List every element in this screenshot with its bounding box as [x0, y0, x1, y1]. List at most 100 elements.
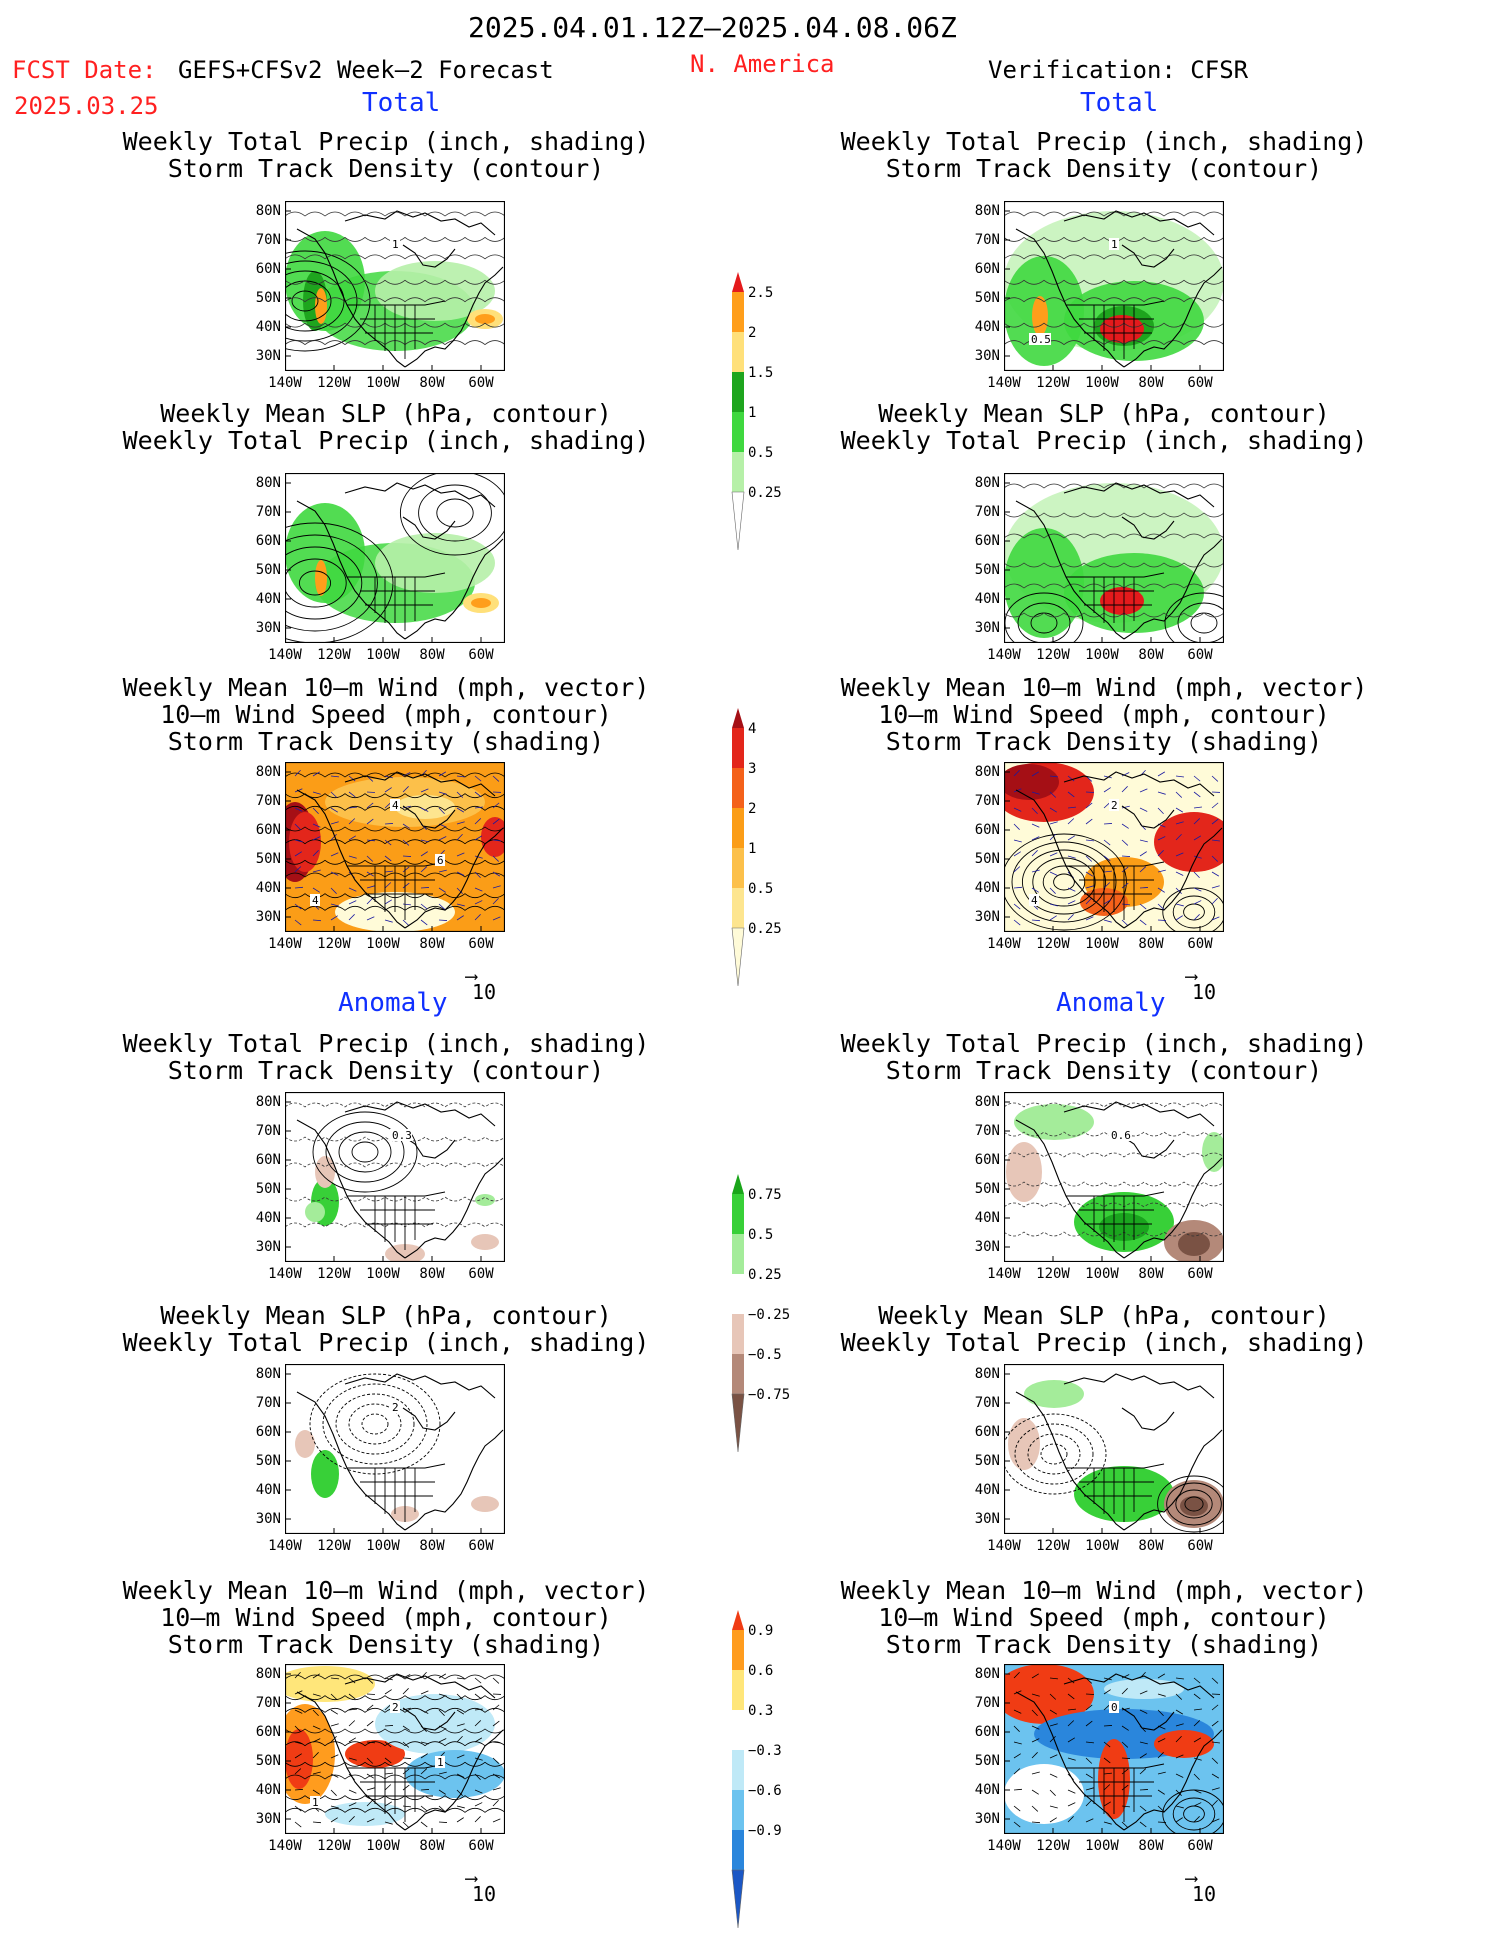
lat-tick-label: 30N	[960, 1811, 1000, 1827]
title-fc-anom-wind-2: 10–m Wind Speed (mph, contour)	[76, 1605, 696, 1630]
lon-tick-label: 140W	[260, 1266, 310, 1282]
lat-tick-label: 40N	[960, 1210, 1000, 1226]
map-canvas: 2	[285, 1364, 505, 1534]
colorbar-tick-label: 1.5	[748, 365, 773, 381]
colorbar-tick-label: −0.5	[748, 1347, 782, 1363]
lon-tick-label: 140W	[979, 1538, 1029, 1554]
lat-tick-label: 80N	[960, 475, 1000, 491]
colorbar-tick-label: 2.5	[748, 285, 773, 301]
colorbar-tick-label: 3	[748, 761, 756, 777]
lat-tick-label: 40N	[960, 880, 1000, 896]
lat-tick-label: 30N	[241, 1511, 281, 1527]
lon-tick-label: 120W	[1028, 1266, 1078, 1282]
lat-tick-label: 80N	[960, 203, 1000, 219]
colorbar-tick-label: −0.25	[748, 1307, 790, 1323]
lat-tick-label: 50N	[960, 1453, 1000, 1469]
section-anomaly-right: Anomaly	[1056, 990, 1166, 1016]
lat-tick-label: 40N	[960, 1782, 1000, 1798]
lon-tick-label: 100W	[1077, 1838, 1127, 1854]
lon-tick-label: 100W	[358, 375, 408, 391]
lon-tick-label: 140W	[260, 936, 310, 952]
verification-label: Verification: CFSR	[988, 58, 1248, 82]
lat-tick-label: 70N	[241, 1395, 281, 1411]
lat-tick-label: 50N	[960, 851, 1000, 867]
lat-tick-label: 80N	[241, 1094, 281, 1110]
region-label: N. America	[690, 52, 835, 76]
fcst-date: 2025.03.25	[14, 94, 159, 118]
lat-tick-label: 80N	[241, 1366, 281, 1382]
lon-tick-label: 60W	[456, 936, 506, 952]
title-fc-anom-precip-2: Storm Track Density (contour)	[76, 1058, 696, 1083]
lat-tick-label: 30N	[960, 348, 1000, 364]
lon-tick-label: 120W	[1028, 1538, 1078, 1554]
lat-tick-label: 60N	[960, 822, 1000, 838]
lon-tick-label: 100W	[1077, 1538, 1127, 1554]
model-label: GEFS+CFSv2 Week–2 Forecast	[178, 58, 554, 82]
lat-tick-label: 30N	[241, 1811, 281, 1827]
colorbar-canvas	[724, 1608, 764, 1932]
lat-tick-label: 80N	[960, 1366, 1000, 1382]
lat-tick-label: 60N	[241, 1724, 281, 1740]
lat-tick-label: 30N	[241, 620, 281, 636]
lat-tick-label: 50N	[241, 1753, 281, 1769]
lon-tick-label: 80W	[1126, 1538, 1176, 1554]
title-fc-anom-slp-1: Weekly Mean SLP (hPa, contour)	[76, 1303, 696, 1328]
lon-tick-label: 100W	[1077, 936, 1127, 952]
lat-tick-label: 40N	[241, 591, 281, 607]
lon-tick-label: 60W	[456, 1266, 506, 1282]
colorbar-tick-label: 1	[748, 405, 756, 421]
title-ob-total-precip-1: Weekly Total Precip (inch, shading)	[794, 129, 1414, 154]
lat-tick-label: 40N	[960, 591, 1000, 607]
lon-tick-label: 80W	[1126, 1266, 1176, 1282]
lat-tick-label: 70N	[241, 232, 281, 248]
svg-text:4: 4	[312, 894, 319, 907]
colorbar-precip-total	[724, 270, 764, 558]
lat-tick-label: 70N	[241, 1695, 281, 1711]
colorbar-tick-label: −0.75	[748, 1387, 790, 1403]
svg-text:1: 1	[392, 238, 399, 251]
lat-tick-label: 50N	[960, 1753, 1000, 1769]
lon-tick-label: 100W	[358, 936, 408, 952]
colorbar-tick-label: 1	[748, 841, 756, 857]
colorbar-tick-label: 0.3	[748, 1703, 773, 1719]
section-anomaly-left: Anomaly	[338, 990, 448, 1016]
svg-text:0.5: 0.5	[1031, 333, 1051, 346]
title-fc-anom-precip-1: Weekly Total Precip (inch, shading)	[76, 1031, 696, 1056]
map-canvas	[285, 473, 505, 643]
lon-tick-label: 80W	[407, 1266, 457, 1282]
lat-tick-label: 80N	[960, 1666, 1000, 1682]
lat-tick-label: 30N	[241, 348, 281, 364]
lon-tick-label: 80W	[407, 1838, 457, 1854]
lon-tick-label: 140W	[979, 647, 1029, 663]
lon-tick-label: 120W	[1028, 647, 1078, 663]
lon-tick-label: 120W	[309, 936, 359, 952]
map-canvas: 10.5	[1004, 201, 1224, 371]
vector-ref-label: 10	[1192, 1882, 1216, 1906]
lat-tick-label: 40N	[241, 319, 281, 335]
svg-text:2: 2	[392, 1401, 399, 1414]
lat-tick-label: 60N	[960, 1424, 1000, 1440]
colorbar-tick-label: 0.25	[748, 1267, 782, 1283]
lon-tick-label: 140W	[979, 1266, 1029, 1282]
lon-tick-label: 80W	[407, 647, 457, 663]
lon-tick-label: 80W	[1126, 1838, 1176, 1854]
lat-tick-label: 70N	[960, 1695, 1000, 1711]
lon-tick-label: 140W	[979, 936, 1029, 952]
fcst-date-label: FCST Date:	[12, 58, 157, 82]
lon-tick-label: 100W	[1077, 647, 1127, 663]
vector-ref-label: 10	[472, 980, 496, 1004]
lon-tick-label: 140W	[979, 1838, 1029, 1854]
lat-tick-label: 70N	[960, 1395, 1000, 1411]
colorbar-tick-label: 0.5	[748, 445, 773, 461]
title-fc-total-slp-1: Weekly Mean SLP (hPa, contour)	[76, 401, 696, 426]
lon-tick-label: 120W	[309, 1266, 359, 1282]
map-fc-total-precip: 1	[285, 201, 505, 371]
title-ob-anom-wind-3: Storm Track Density (shading)	[794, 1632, 1414, 1657]
colorbar-tick-label: 0.25	[748, 921, 782, 937]
lon-tick-label: 80W	[1126, 647, 1176, 663]
lat-tick-label: 60N	[960, 1724, 1000, 1740]
lon-tick-label: 140W	[260, 375, 310, 391]
title-fc-total-precip-2: Storm Track Density (contour)	[76, 156, 696, 181]
map-fc-anom-slp: 2	[285, 1364, 505, 1534]
